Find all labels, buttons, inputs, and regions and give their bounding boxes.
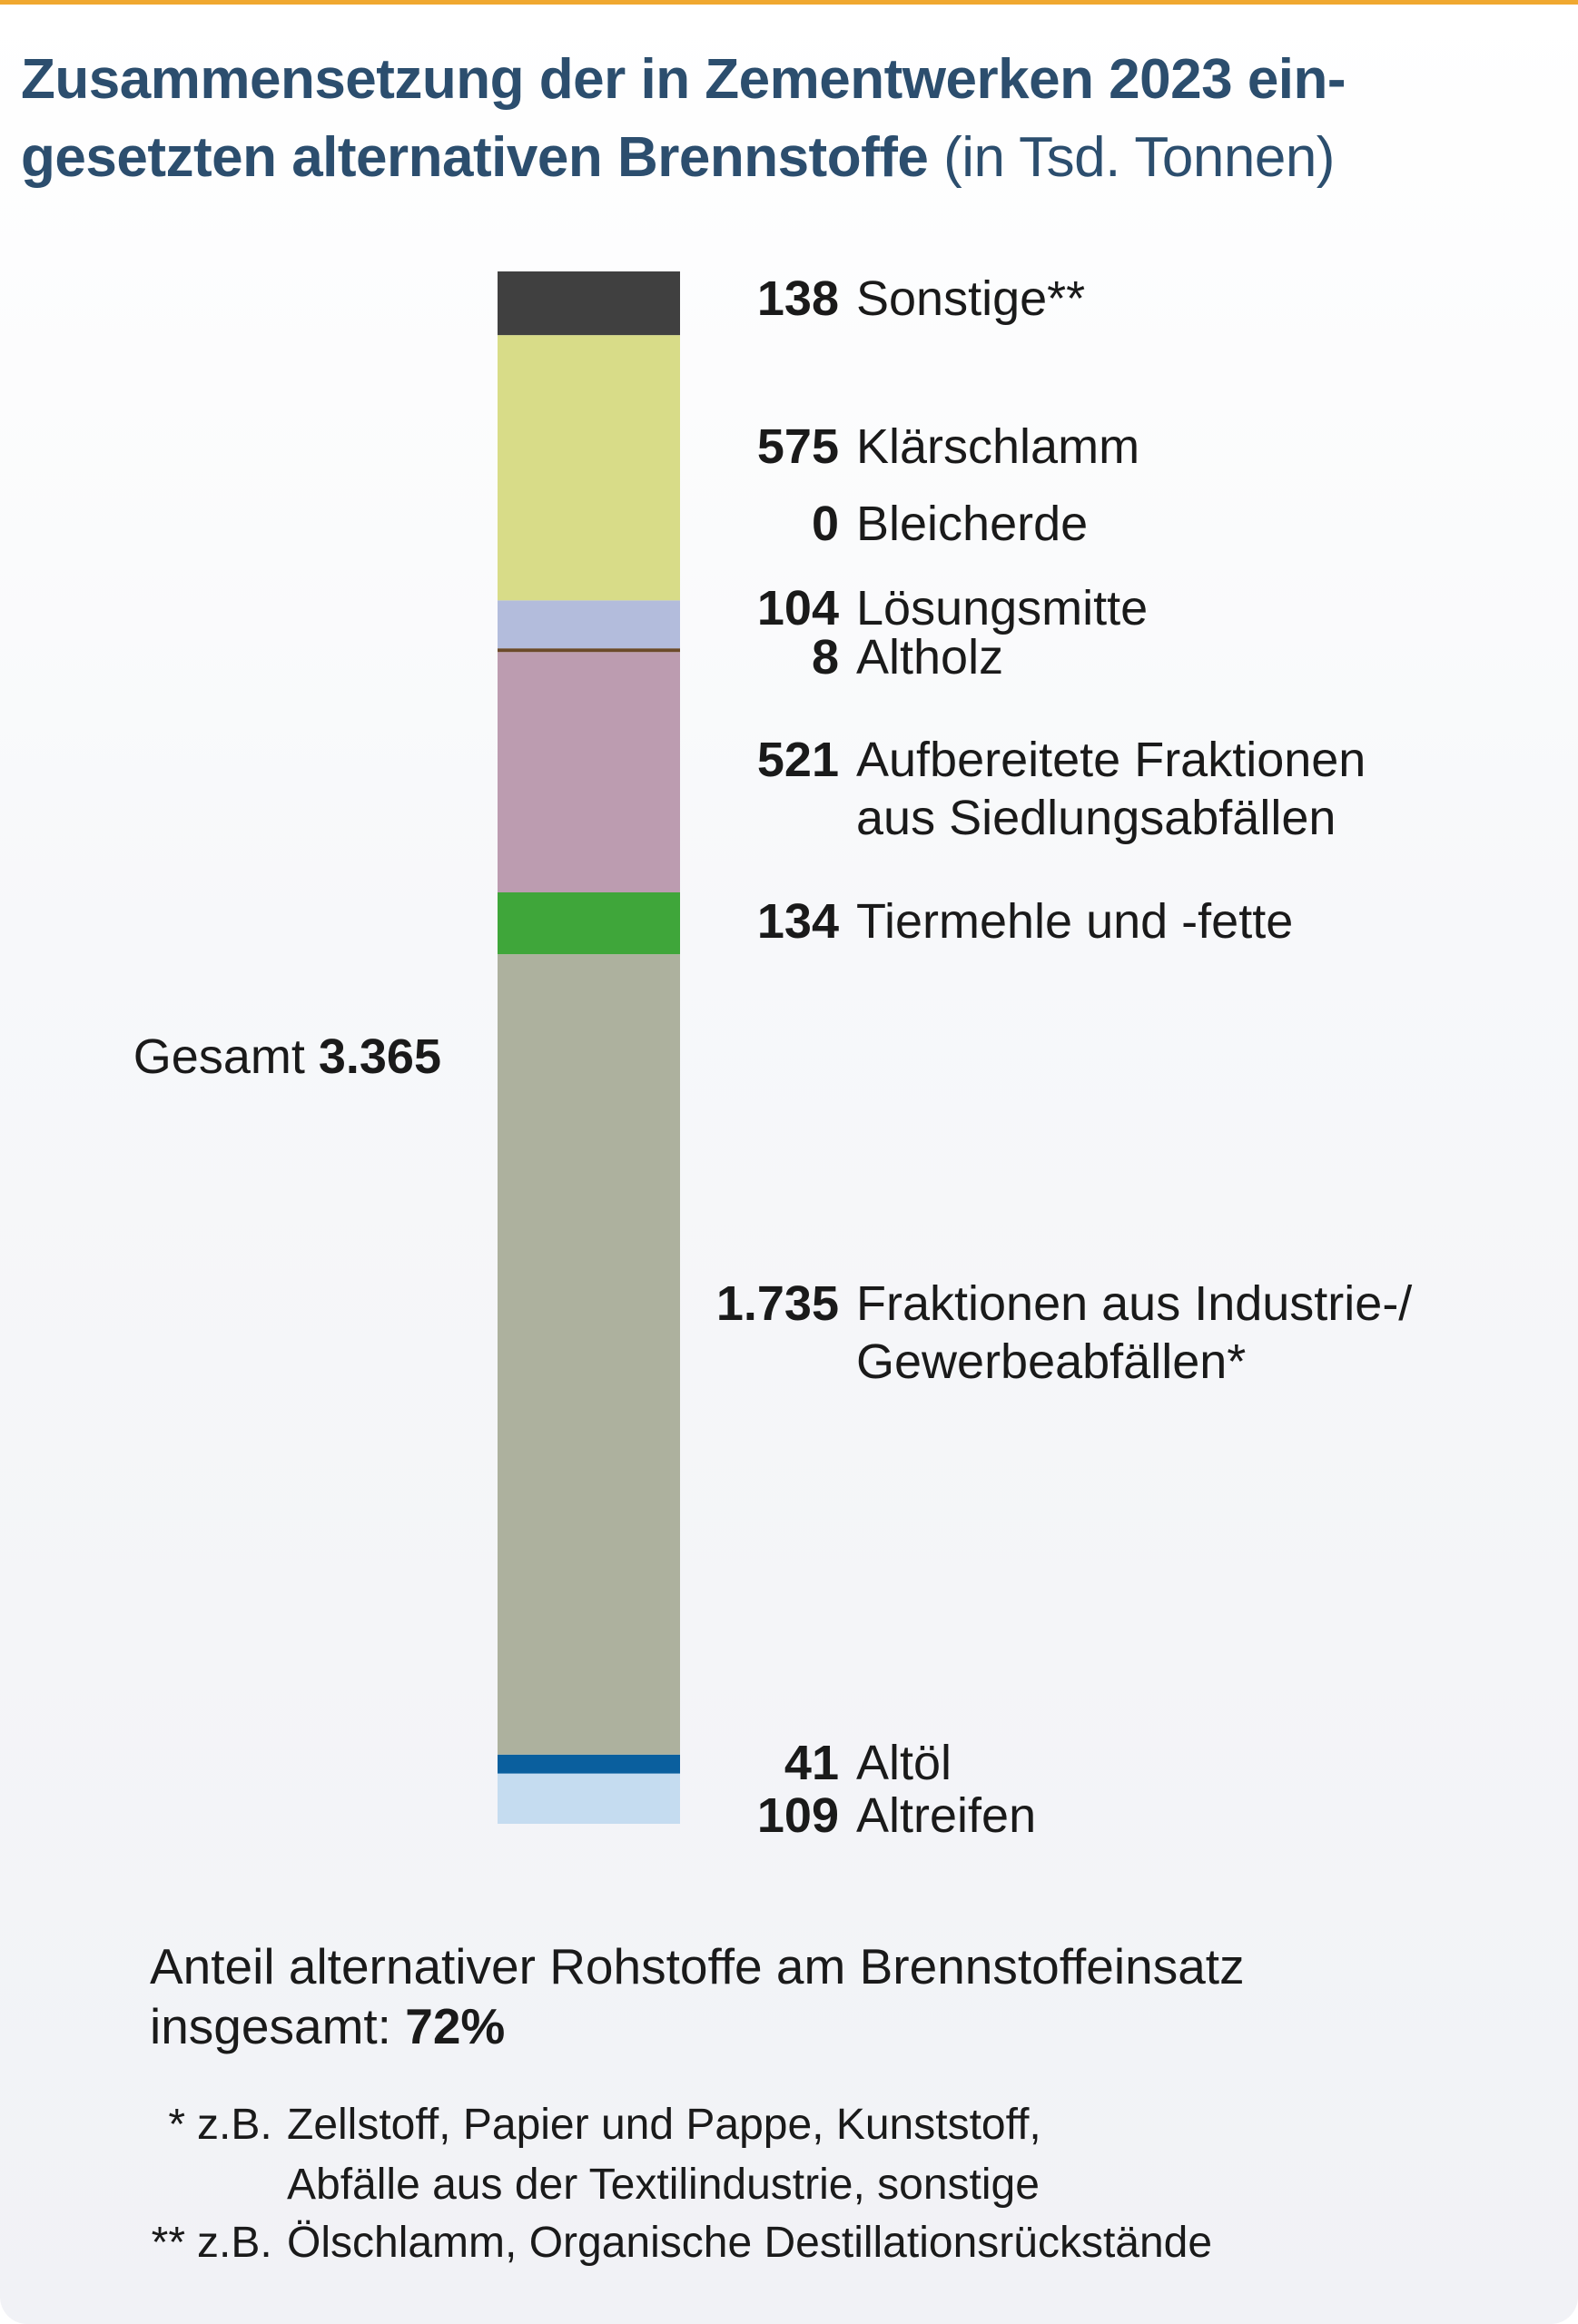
bar-segment: [498, 335, 680, 601]
chart-title: Zusammensetzung der in Zementwerken 2023…: [21, 41, 1346, 197]
legend-label: Aufbereitete Fraktionen aus Siedlungsabf…: [856, 733, 1366, 845]
footnote-text: Ölschlamm, Organische Destillationsrücks…: [287, 2219, 1213, 2267]
bar-segment: [498, 271, 680, 336]
value-label: 575: [756, 419, 839, 474]
footnote-marker: *: [168, 2101, 185, 2149]
total-name: Gesamt: [133, 1029, 305, 1084]
value-label: 521: [756, 733, 839, 787]
chart-subtitle: (in Tsd. Tonnen): [943, 126, 1335, 189]
value-label: 1.735: [715, 1276, 839, 1331]
note-value: 72%: [405, 1998, 506, 2054]
value-label: 41: [784, 1736, 839, 1790]
bar-segment: [498, 652, 680, 892]
legend-label: Altholz: [856, 630, 1004, 684]
footnote-prefix: z.B.: [197, 2101, 272, 2149]
value-label: 138: [756, 271, 839, 326]
value-label: 109: [756, 1788, 839, 1843]
total-value: 3.365: [318, 1029, 441, 1084]
footnote-marker: **: [151, 2219, 185, 2267]
value-label: 0: [811, 497, 839, 551]
bar-segment: [498, 1754, 680, 1774]
legend-label: Bleicherde: [856, 497, 1089, 551]
value-label: 104: [756, 581, 839, 635]
note-text: Anteil alternativer Rohstoffe am Brennst…: [150, 1938, 1245, 2054]
bar-segment: [498, 1773, 680, 1824]
note: Anteil alternativer Rohstoffe am Brennst…: [150, 1936, 1245, 2056]
bar-segment: [498, 954, 680, 1755]
bar-segment: [498, 892, 680, 955]
legend-label: Lösungsmitte: [856, 581, 1149, 635]
legend-label: Sonstige**: [856, 271, 1086, 326]
legend-label: Fraktionen aus Industrie-/ Gewerbeabfäll…: [856, 1276, 1413, 1389]
bar-segment: [498, 600, 680, 649]
bar-chart: [498, 271, 680, 1824]
total-label: Gesamt 3.365: [133, 1028, 441, 1086]
title-text: Zusammensetzung der in Zementwerken 2023…: [21, 48, 1346, 189]
value-label: 134: [756, 894, 839, 949]
legend-label: Klärschlamm: [856, 419, 1140, 474]
legend-label: Tiermehle und -fette: [856, 894, 1294, 949]
bar-segment: [498, 648, 680, 653]
legend-label: Altreifen: [856, 1788, 1037, 1843]
legend-label: Altöl: [856, 1736, 952, 1790]
footnote-prefix: z.B.: [197, 2219, 272, 2267]
value-label: 8: [811, 630, 839, 684]
footnote-text: Zellstoff, Papier und Pappe, Kunststoff,…: [287, 2101, 1041, 2209]
